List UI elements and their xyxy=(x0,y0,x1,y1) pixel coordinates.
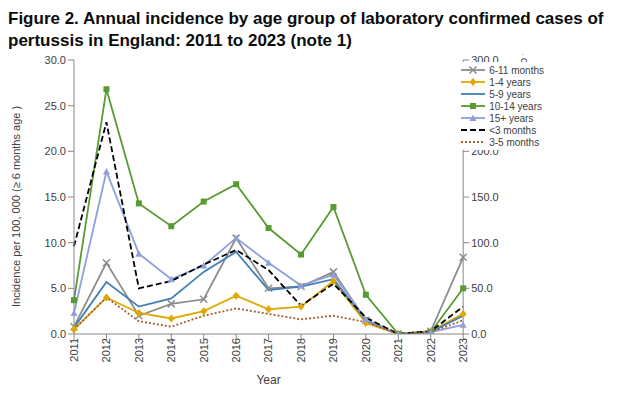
svg-text:0.0: 0.0 xyxy=(471,328,486,340)
svg-text:150.0: 150.0 xyxy=(471,191,499,203)
svg-text:2017: 2017 xyxy=(262,338,274,362)
svg-text:0.0: 0.0 xyxy=(51,328,66,340)
svg-text:Incidence per 100, 000 (≥ 6 mo: Incidence per 100, 000 (≥ 6 months age ) xyxy=(10,106,22,307)
svg-text:2018: 2018 xyxy=(295,338,307,362)
svg-text:2022: 2022 xyxy=(425,338,437,362)
svg-text:250.0: 250.0 xyxy=(471,100,499,112)
svg-text:2021: 2021 xyxy=(392,338,404,362)
svg-text:50.0: 50.0 xyxy=(471,282,492,294)
svg-text:Incidence per 100, 000 (<6 mon: Incidence per 100, 000 (<6 months of age… xyxy=(519,54,531,92)
svg-text:25.0: 25.0 xyxy=(45,100,66,112)
svg-text:10.0: 10.0 xyxy=(45,237,66,249)
svg-text:2012: 2012 xyxy=(100,338,112,362)
svg-text:2020: 2020 xyxy=(360,338,372,362)
svg-text:100.0: 100.0 xyxy=(471,237,499,249)
svg-text:20.0: 20.0 xyxy=(45,145,66,157)
svg-text:2014: 2014 xyxy=(165,338,177,362)
svg-text:Year: Year xyxy=(256,373,280,387)
svg-text:2013: 2013 xyxy=(133,338,145,362)
svg-text:2023: 2023 xyxy=(457,338,469,362)
svg-text:200.0: 200.0 xyxy=(471,145,499,157)
svg-text:2019: 2019 xyxy=(327,338,339,362)
svg-text:2011: 2011 xyxy=(68,338,80,362)
svg-text:2015: 2015 xyxy=(198,338,210,362)
svg-text:2016: 2016 xyxy=(230,338,242,362)
svg-text:30.0: 30.0 xyxy=(45,54,66,66)
svg-text:15.0: 15.0 xyxy=(45,191,66,203)
svg-text:5.0: 5.0 xyxy=(51,282,66,294)
svg-text:300.0: 300.0 xyxy=(471,54,499,66)
